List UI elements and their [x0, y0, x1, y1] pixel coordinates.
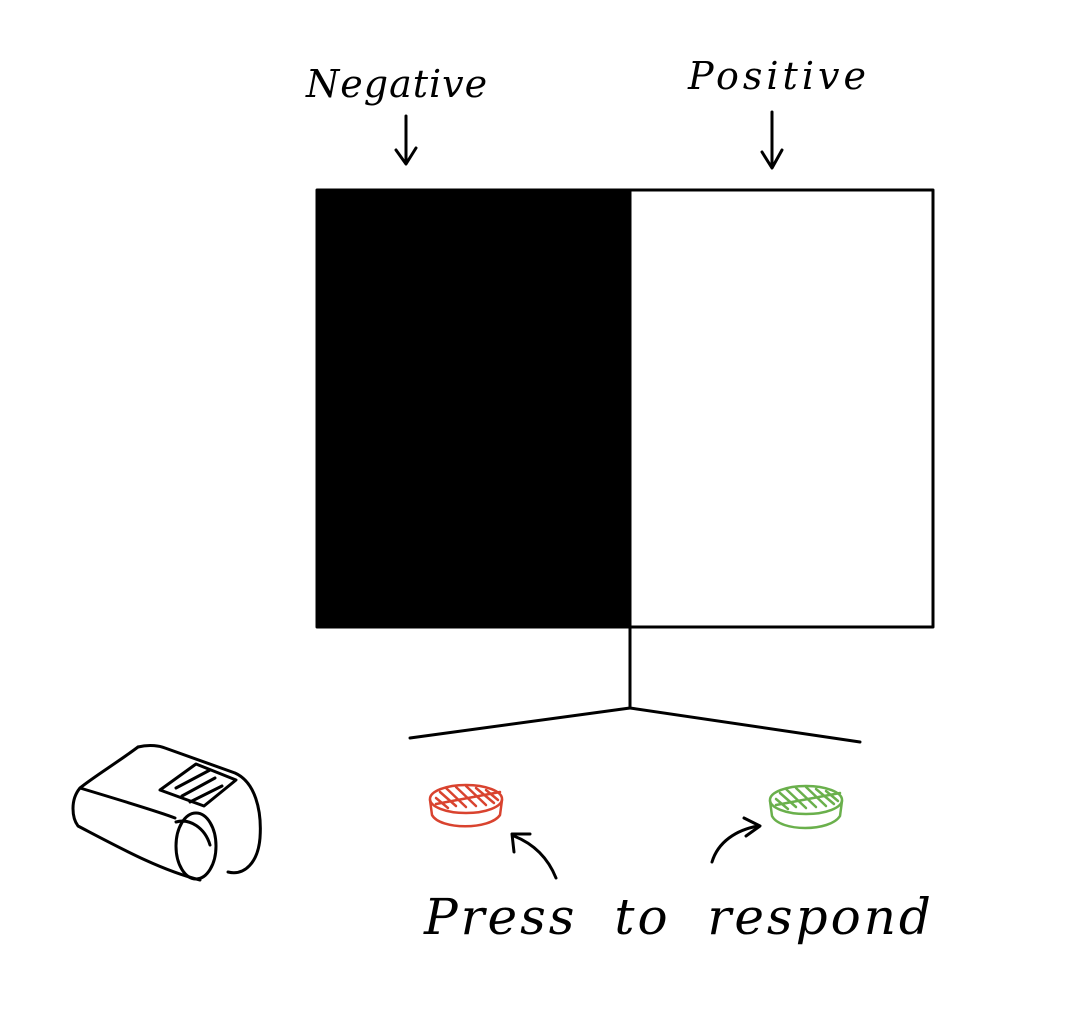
arrow-to-red-button	[510, 832, 558, 880]
arrow-to-green-button	[710, 816, 762, 864]
positive-label: Positive	[688, 54, 870, 98]
instruction-label: Press to respond	[424, 888, 934, 946]
monitor-stand	[408, 625, 862, 744]
red-response-button	[428, 783, 504, 828]
negative-panel	[315, 188, 632, 629]
green-response-button	[768, 784, 844, 830]
negative-label: Negative	[306, 62, 489, 106]
negative-arrow	[394, 114, 418, 166]
receipt-printer-icon	[71, 743, 262, 882]
positive-arrow	[760, 110, 784, 170]
positive-panel	[628, 188, 935, 629]
